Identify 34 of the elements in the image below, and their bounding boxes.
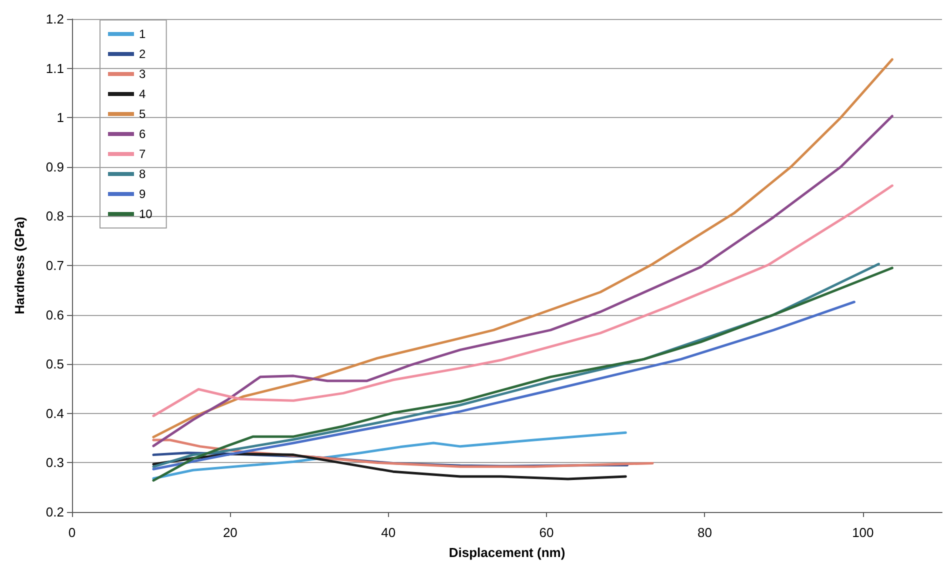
y-tick-label: 1 bbox=[56, 110, 64, 126]
line-series bbox=[152, 300, 856, 470]
legend-label: 9 bbox=[139, 187, 146, 201]
y-tick-label: 0.7 bbox=[46, 258, 64, 273]
y-tick-label: 1.2 bbox=[46, 12, 64, 26]
y-tick-label: 0.6 bbox=[46, 307, 64, 322]
legend-label: 6 bbox=[139, 127, 146, 141]
line-series bbox=[152, 184, 894, 418]
x-tick-label: 40 bbox=[381, 525, 396, 540]
line-series bbox=[152, 114, 894, 448]
x-tick-label: 0 bbox=[68, 525, 76, 540]
legend-label: 10 bbox=[139, 207, 153, 221]
y-tick-label: 0.8 bbox=[46, 208, 64, 224]
x-tick-label: 80 bbox=[697, 525, 712, 540]
y-tick-label: 0.9 bbox=[46, 159, 64, 174]
x-tick-label: 60 bbox=[539, 525, 554, 540]
y-tick-label: 0.2 bbox=[46, 504, 64, 520]
x-tick-label: 20 bbox=[222, 525, 238, 540]
legend-label: 4 bbox=[139, 87, 146, 101]
legend-label: 1 bbox=[139, 27, 146, 41]
line-series bbox=[152, 431, 627, 480]
legend-label: 7 bbox=[139, 147, 146, 161]
y-tick-label: 0.4 bbox=[46, 406, 64, 421]
y-tick-label: 0.3 bbox=[46, 455, 64, 470]
legend-label: 8 bbox=[139, 167, 146, 181]
x-axis-title: Displacement (nm) bbox=[448, 545, 566, 560]
y-axis-title: Hardness (GPa) bbox=[12, 216, 27, 314]
line-series bbox=[152, 58, 894, 438]
y-tick-label: 1.1 bbox=[46, 60, 64, 76]
y-tick-label: 0.5 bbox=[46, 356, 64, 372]
legend-label: 5 bbox=[139, 107, 146, 121]
legend-label: 2 bbox=[139, 47, 146, 61]
legend-label: 3 bbox=[139, 67, 146, 81]
x-tick-label: 100 bbox=[852, 525, 874, 540]
